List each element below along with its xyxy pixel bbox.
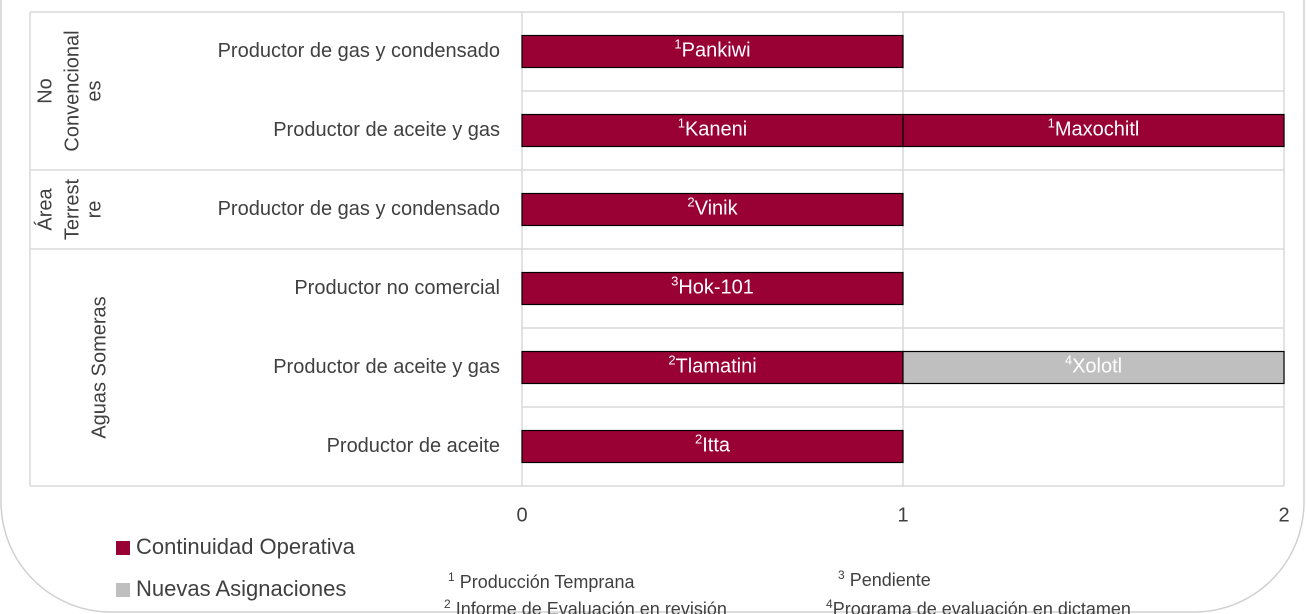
bar-segment [521,113,904,148]
group-label: Terrest [61,178,83,240]
group-label: re [83,201,105,219]
segment-note: 3 [671,274,678,289]
category-label: Productor de aceite [327,435,500,457]
bar-segment [521,34,904,69]
segment-name: Tlamatini [676,356,757,378]
footnote-note: 3 [838,568,845,582]
bar-segment [902,113,1285,148]
group-label: No [34,78,56,104]
legend-swatch [116,583,130,597]
legend-label: Nuevas Asignaciones [136,576,346,601]
segment-note: 2 [668,353,675,368]
category-label: Productor de gas y condensado [218,40,500,62]
footnote-note: 1 [448,570,455,584]
bar-segment [521,271,904,306]
bar-segment [902,350,1285,385]
segment-label: 1Maxochitl [1048,116,1140,141]
category-label: Productor no comercial [294,277,500,299]
segment-name: Vinik [695,198,739,220]
group-label: Área [33,188,56,231]
x-tick-label: 0 [516,504,527,526]
segment-name: Kaneni [685,119,747,141]
category-label: Productor de gas y condensado [218,198,500,220]
bar-segment [521,429,904,464]
x-tick-label: 1 [897,504,908,526]
segment-label: 2Vinik [687,195,738,220]
x-tick-label: 2 [1278,504,1289,526]
segment-note: 1 [674,37,681,52]
segment-label: 1Kaneni [678,116,748,141]
legend-label: Continuidad Operativa [136,534,356,559]
category-label: Productor de aceite y gas [273,356,500,378]
segment-name: Maxochitl [1055,119,1139,141]
segment-label: 1Pankiwi [674,37,750,62]
segment-label: 2Tlamatini [668,353,756,378]
segment-label: 4Xolotl [1065,353,1122,378]
segment-label: 2Itta [695,432,731,457]
footnote: 4Programa de evaluación en dictamen [826,597,1131,614]
segment-name: Itta [702,435,731,457]
legend-swatch [116,541,130,555]
group-label: es [83,80,105,101]
segment-name: Hok-101 [678,277,754,299]
footnote: 2 Informe de Evaluación en revisión [444,597,727,614]
footnote-note: 4 [826,597,833,611]
segment-label: 3Hok-101 [671,274,754,299]
footnote-text: Producción Temprana [455,572,636,592]
segment-note: 1 [1048,116,1055,131]
bar-segment [521,350,904,385]
footnote-text: Programa de evaluación en dictamen [833,599,1131,614]
group-label: Convencional [61,30,83,151]
segment-name: Xolotl [1072,356,1122,378]
category-label: Productor de aceite y gas [273,119,500,141]
footnote-text: Pendiente [845,570,931,590]
segment-name: Pankiwi [682,40,751,62]
footnote: 1 Producción Temprana [448,570,635,592]
footnote-text: Informe de Evaluación en revisión [451,599,727,614]
bar-segment [521,192,904,227]
group-label: Aguas Someras [88,296,110,438]
footnote: 3 Pendiente [838,568,931,590]
footnote-note: 2 [444,597,451,611]
segment-note: 2 [695,432,702,447]
segment-note: 1 [678,116,685,131]
segment-note: 2 [687,195,694,210]
segment-note: 4 [1065,353,1072,368]
